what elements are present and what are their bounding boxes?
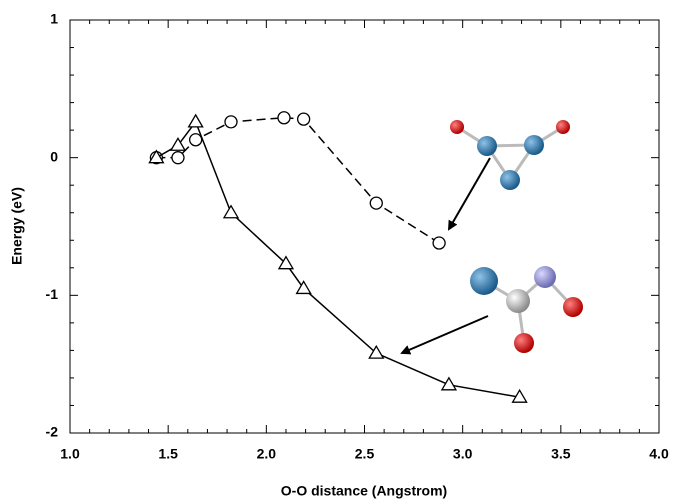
- y-tick-label: 1: [50, 11, 58, 27]
- x-tick-label: 1.0: [60, 446, 80, 462]
- point: [278, 112, 290, 124]
- point: [189, 115, 203, 127]
- point: [297, 281, 311, 293]
- x-tick-label: 2.5: [355, 446, 375, 462]
- point: [225, 116, 237, 128]
- x-tick-label: 3.0: [453, 446, 473, 462]
- point: [298, 113, 310, 125]
- plot-frame: [70, 20, 659, 433]
- x-tick-label: 1.5: [158, 446, 178, 462]
- x-axis-label: O-O distance (Angstrom): [281, 483, 447, 499]
- point: [171, 138, 185, 150]
- y-axis-label: Energy (eV): [9, 187, 25, 265]
- molecule-2: [470, 266, 583, 353]
- x-tick-label: 4.0: [649, 446, 669, 462]
- y-tick-label: 0: [50, 148, 58, 164]
- arrow: [402, 316, 488, 353]
- point: [433, 237, 445, 249]
- x-tick-label: 2.0: [257, 446, 277, 462]
- y-tick-label: -2: [46, 424, 59, 440]
- point: [190, 134, 202, 146]
- point: [172, 152, 184, 164]
- series-line: [156, 122, 519, 397]
- x-tick-label: 3.5: [551, 446, 571, 462]
- page: {"chart_data": {"type": "line", "x_label…: [0, 0, 679, 503]
- y-tick-label: -1: [46, 286, 59, 302]
- molecule-1: [450, 120, 570, 190]
- point: [224, 206, 238, 218]
- chart: O-O distance (Angstrom) Energy (eV) 1.0 1…: [0, 0, 679, 503]
- point: [442, 378, 456, 390]
- arrow: [449, 158, 490, 229]
- point: [370, 197, 382, 209]
